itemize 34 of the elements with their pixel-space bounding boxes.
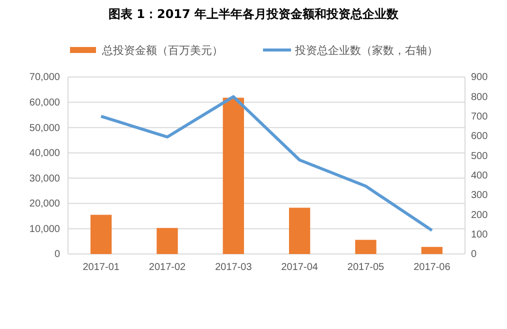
y-tick-label: 30,000: [29, 173, 60, 184]
line-series: [100, 95, 434, 232]
y2-tick-label: 800: [471, 92, 488, 103]
x-tick-label: 2017-04: [281, 262, 318, 274]
y2-tick-label: 500: [471, 150, 488, 162]
y-tick-label: 60,000: [29, 97, 60, 108]
y-tick-label: 20,000: [29, 198, 60, 210]
x-tick-label: 2017-02: [148, 262, 186, 274]
y-tick-label: 70,000: [29, 72, 60, 84]
y-tick-label: 50,000: [29, 122, 60, 134]
x-tick-label: 2017-01: [82, 262, 120, 274]
chart-title: 图表 1：2017 年上半年各月投资金额和投资总企业数: [108, 7, 400, 21]
x-tick-label: 2017-05: [347, 262, 385, 274]
bar: [288, 208, 310, 254]
legend-label: 投资总企业数（家数，右轴）: [294, 44, 438, 57]
bar: [222, 98, 244, 254]
y2-tick-label: 600: [471, 131, 488, 142]
bar: [355, 240, 376, 254]
y2-tick-label: 100: [471, 230, 488, 241]
y2-tick-label: 400: [471, 170, 488, 182]
x-tick-label: 2017-03: [215, 262, 252, 274]
y2-tick-label: 900: [471, 72, 488, 84]
bar: [90, 214, 112, 254]
y2-tick-label: 700: [471, 112, 488, 123]
y-tick-label: 10,000: [29, 224, 60, 235]
bar: [421, 246, 443, 254]
legend-label: 总投资金额（百万美元）: [101, 44, 223, 57]
y2-tick-label: 200: [471, 210, 488, 221]
bar: [156, 228, 178, 254]
y2-tick-label: 300: [471, 190, 488, 202]
y2-tick-label: 0: [471, 249, 477, 260]
x-tick-label: 2017-06: [414, 262, 451, 274]
y-tick-label: 40,000: [29, 148, 60, 160]
y-tick-label: 0: [54, 249, 60, 260]
